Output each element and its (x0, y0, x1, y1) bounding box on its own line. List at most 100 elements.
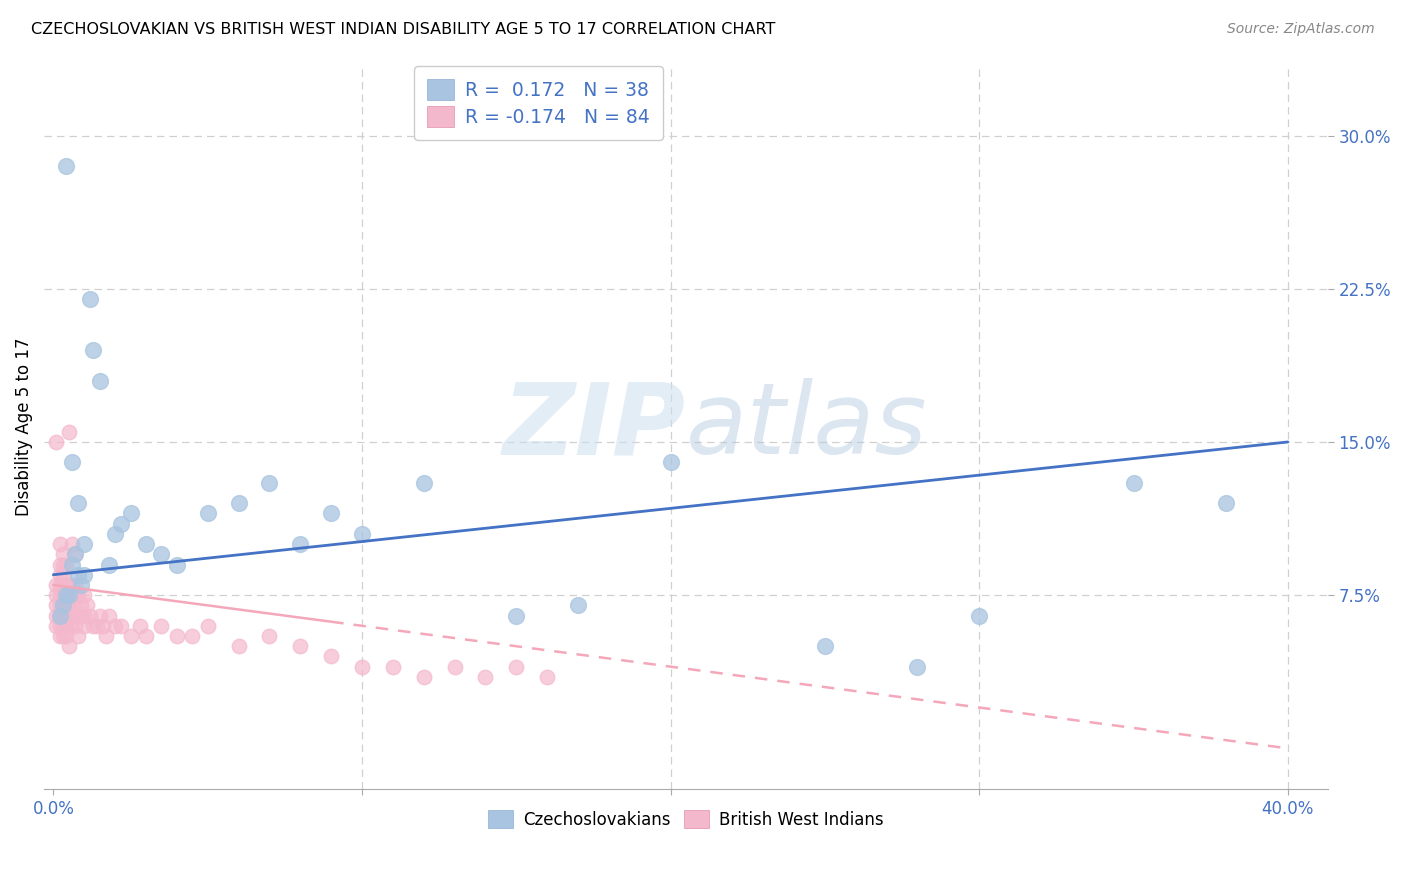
Point (505, 659, 527, 673)
Point (67, 588, 90, 602)
Point (48, 567, 70, 582)
Point (58, 608, 80, 623)
Point (110, 516, 132, 531)
Point (79, 292, 101, 306)
Point (48, 629, 70, 643)
Point (58, 599, 80, 613)
Point (48, 608, 70, 623)
Point (60, 588, 83, 602)
Point (48, 558, 70, 572)
Point (73, 588, 96, 602)
Point (104, 619, 127, 633)
Point (48, 537, 70, 551)
Point (63, 608, 86, 623)
Point (659, 455, 682, 469)
Point (82, 343, 104, 357)
Point (474, 670, 496, 684)
Point (120, 629, 142, 643)
Point (967, 608, 990, 623)
Point (58, 588, 80, 602)
Point (97, 608, 120, 623)
Point (63, 578, 86, 592)
Point (505, 608, 527, 623)
Point (259, 475, 281, 490)
Point (58, 578, 80, 592)
Point (135, 629, 157, 643)
Point (128, 619, 150, 633)
Point (63, 547, 86, 561)
Point (67, 496, 90, 510)
Point (60, 599, 83, 613)
Point (58, 588, 80, 602)
Point (48, 588, 70, 602)
Point (48, 619, 70, 633)
Point (63, 588, 86, 602)
Point (350, 659, 373, 673)
Point (55, 159, 77, 173)
Point (70, 578, 93, 592)
Point (52, 567, 75, 582)
Point (52, 599, 75, 613)
Text: Source: ZipAtlas.com: Source: ZipAtlas.com (1227, 22, 1375, 37)
Point (321, 507, 343, 521)
Point (412, 475, 434, 490)
Point (55, 599, 77, 613)
Point (166, 558, 188, 572)
Point (63, 547, 86, 561)
Point (76, 599, 98, 613)
Point (181, 629, 204, 643)
Point (73, 567, 96, 582)
Point (55, 558, 77, 572)
Point (110, 619, 132, 633)
Point (73, 608, 96, 623)
Point (381, 659, 404, 673)
Point (79, 608, 101, 623)
Point (45, 608, 67, 623)
Point (45, 599, 67, 613)
Point (58, 425, 80, 439)
Point (814, 639, 837, 653)
Point (52, 588, 75, 602)
Point (120, 507, 142, 521)
Point (52, 619, 75, 633)
Point (1122, 475, 1144, 490)
Point (45, 578, 67, 592)
Point (70, 608, 93, 623)
Point (55, 578, 77, 592)
Point (48, 578, 70, 592)
Point (135, 537, 157, 551)
Point (350, 527, 373, 541)
Point (197, 619, 219, 633)
Point (55, 629, 77, 643)
Point (67, 629, 90, 643)
Point (907, 659, 929, 673)
Point (52, 547, 75, 561)
Point (52, 608, 75, 623)
Point (52, 558, 75, 572)
Point (67, 567, 90, 582)
Text: atlas: atlas (686, 378, 928, 475)
Point (536, 670, 558, 684)
Point (55, 588, 77, 602)
Point (197, 507, 219, 521)
Point (52, 578, 75, 592)
Point (52, 629, 75, 643)
Point (89, 374, 111, 388)
Point (259, 629, 281, 643)
Point (166, 629, 188, 643)
Point (45, 434, 67, 449)
Point (55, 588, 77, 602)
Point (55, 608, 77, 623)
Point (97, 558, 120, 572)
Point (45, 588, 67, 602)
Y-axis label: Disability Age 5 to 17: Disability Age 5 to 17 (15, 337, 32, 516)
Point (89, 608, 111, 623)
Point (150, 547, 173, 561)
Text: ZIP: ZIP (503, 378, 686, 475)
Point (67, 608, 90, 623)
Point (48, 599, 70, 613)
Point (228, 639, 250, 653)
Point (150, 619, 173, 633)
Point (58, 619, 80, 633)
Point (60, 578, 83, 592)
